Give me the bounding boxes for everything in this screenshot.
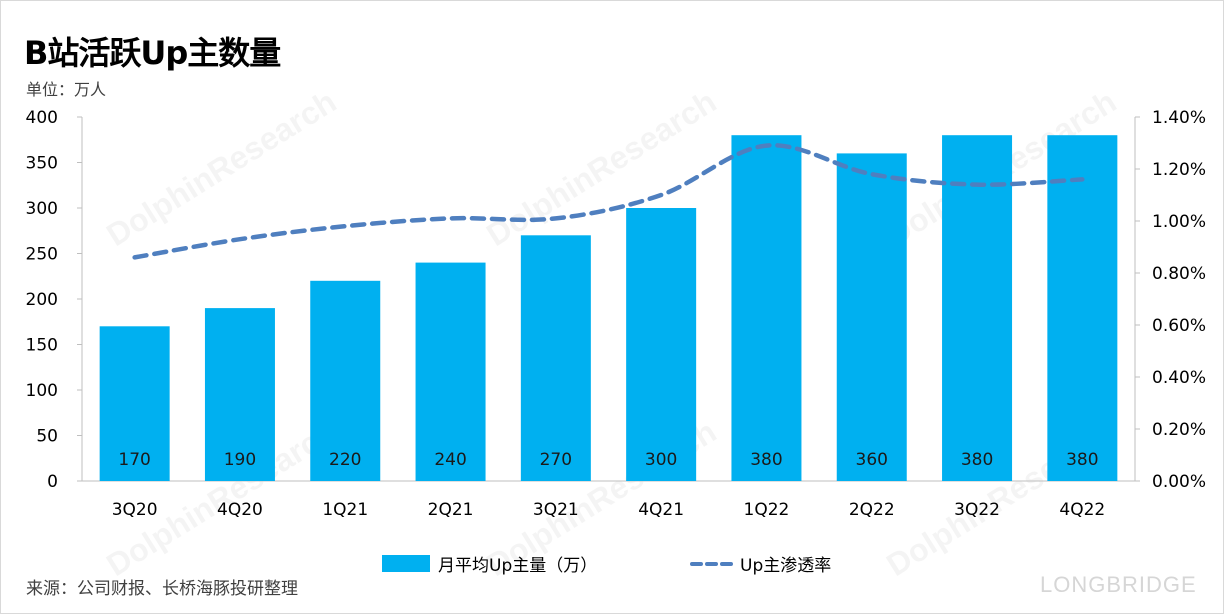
bar xyxy=(310,280,381,481)
y-tick-left: 300 xyxy=(26,199,58,219)
x-tick-label: 4Q20 xyxy=(217,500,263,520)
x-tick-label: 3Q22 xyxy=(954,500,1000,520)
bar-data-label: 380 xyxy=(750,450,782,470)
bar-data-label: 300 xyxy=(645,450,677,470)
x-tick-label: 4Q22 xyxy=(1059,500,1105,520)
x-tick-label: 1Q22 xyxy=(744,500,790,520)
legend-bar-label: 月平均Up主量（万） xyxy=(438,556,598,576)
bar xyxy=(626,208,697,481)
x-tick-label: 4Q21 xyxy=(638,500,684,520)
bar xyxy=(99,326,170,481)
bar-data-label: 360 xyxy=(856,450,888,470)
bar-data-label: 190 xyxy=(224,450,256,470)
y-tick-right: 0.80% xyxy=(1152,264,1206,284)
bar-data-label: 380 xyxy=(961,450,993,470)
y-tick-right: 0.40% xyxy=(1152,368,1206,388)
y-tick-left: 350 xyxy=(26,154,58,174)
penetration-line xyxy=(132,143,1085,260)
x-tick-label: 2Q22 xyxy=(849,500,895,520)
y-tick-left: 50 xyxy=(36,427,58,447)
brand-logo: LONGBRIDGE xyxy=(1040,572,1197,597)
source-note: 来源：公司财报、长桥海豚投研整理 xyxy=(26,579,298,599)
bar-data-label: 270 xyxy=(540,450,572,470)
bar xyxy=(942,135,1013,481)
bar-data-label: 170 xyxy=(118,450,150,470)
bar-data-label: 380 xyxy=(1066,450,1098,470)
bar xyxy=(731,135,802,481)
legend-bar-swatch xyxy=(382,555,430,572)
y-tick-right: 1.20% xyxy=(1152,160,1206,180)
y-tick-left: 150 xyxy=(26,336,58,356)
bar xyxy=(836,153,907,481)
y-tick-left: 200 xyxy=(26,290,58,310)
bar xyxy=(415,262,486,481)
y-tick-left: 0 xyxy=(47,472,58,492)
y-tick-left: 250 xyxy=(26,245,58,265)
y-tick-right: 0.20% xyxy=(1152,420,1206,440)
y-tick-right: 0.60% xyxy=(1152,316,1206,336)
bar-data-label: 220 xyxy=(329,450,361,470)
bar xyxy=(520,235,591,481)
bar xyxy=(204,308,275,481)
x-tick-label: 3Q21 xyxy=(533,500,579,520)
legend-line-label: Up主渗透率 xyxy=(740,556,832,576)
y-tick-right: 1.00% xyxy=(1152,212,1206,232)
unit-label: 单位：万人 xyxy=(26,80,107,99)
y-tick-left: 100 xyxy=(26,381,58,401)
y-tick-right: 0.00% xyxy=(1152,472,1206,492)
legend-bar: 月平均Up主量（万） xyxy=(382,551,597,576)
y-tick-right: 1.40% xyxy=(1152,108,1206,128)
x-tick-label: 1Q21 xyxy=(322,500,368,520)
bar xyxy=(1047,135,1118,481)
legend-line-swatch xyxy=(690,561,734,566)
x-tick-label: 2Q21 xyxy=(428,500,474,520)
x-tick-label: 3Q20 xyxy=(112,500,158,520)
legend-line: Up主渗透率 xyxy=(690,551,831,576)
y-tick-left: 400 xyxy=(26,108,58,128)
chart-title: B站活跃Up主数量 xyxy=(24,34,281,72)
bar-data-label: 240 xyxy=(434,450,466,470)
